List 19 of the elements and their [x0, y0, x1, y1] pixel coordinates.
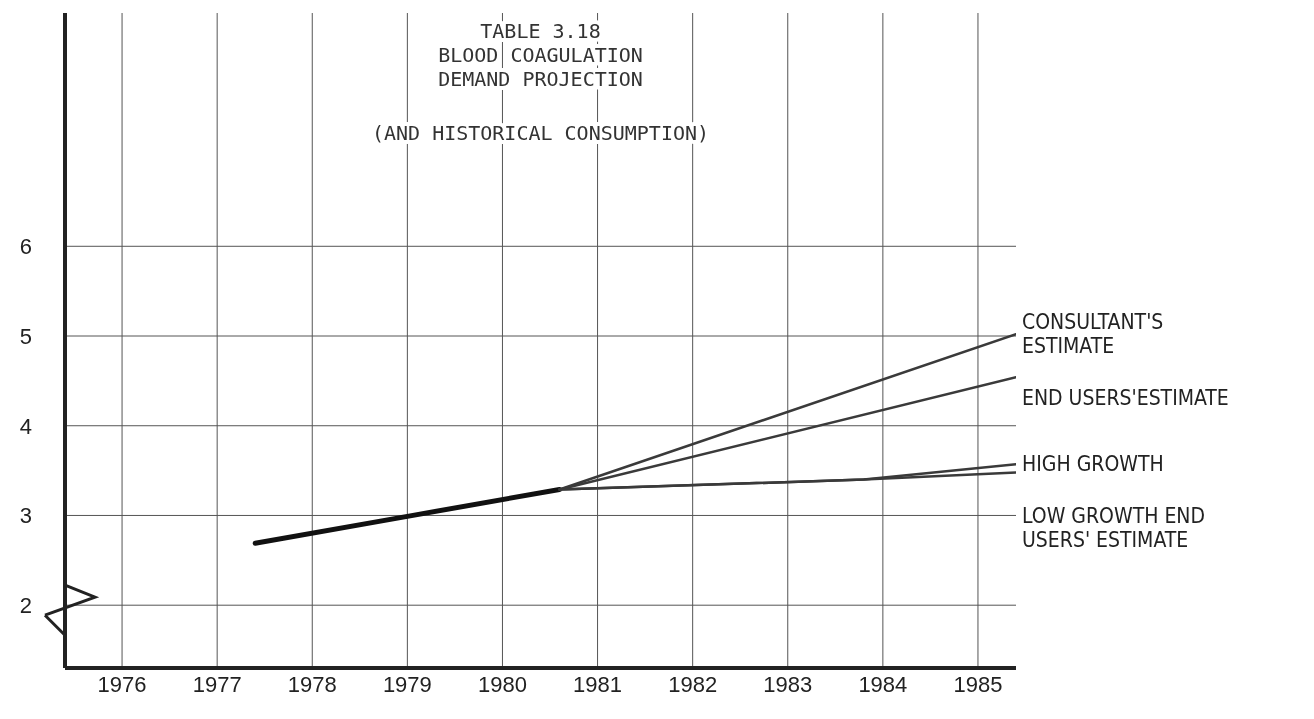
x-tick-label: 1983 — [763, 671, 813, 697]
y-tick-label: 2 — [19, 593, 32, 618]
y-tick-label: 5 — [19, 323, 32, 349]
series-label: HIGH GROWTH — [1022, 452, 1164, 477]
x-tick-label: 1979 — [382, 671, 432, 697]
x-tick-label: 1978 — [287, 671, 337, 697]
y-tick-label: 3 — [19, 503, 32, 529]
series-label: LOW GROWTH END USERS' ESTIMATE — [1022, 504, 1206, 553]
x-tick-label: 1982 — [668, 671, 718, 697]
y-tick-label: 6 — [19, 234, 32, 260]
x-tick-label: 1980 — [477, 671, 527, 697]
x-tick-label: 1985 — [953, 671, 1003, 697]
series-label: CONSULTANT'S ESTIMATE — [1022, 310, 1164, 359]
x-tick-label: 1981 — [573, 671, 623, 697]
x-tick-label: 1977 — [192, 671, 242, 697]
x-tick-label: 1984 — [858, 671, 908, 697]
series-label: END USERS'ESTIMATE — [1022, 386, 1229, 411]
x-tick-label: 1976 — [97, 671, 147, 697]
y-tick-label: 4 — [19, 413, 32, 439]
